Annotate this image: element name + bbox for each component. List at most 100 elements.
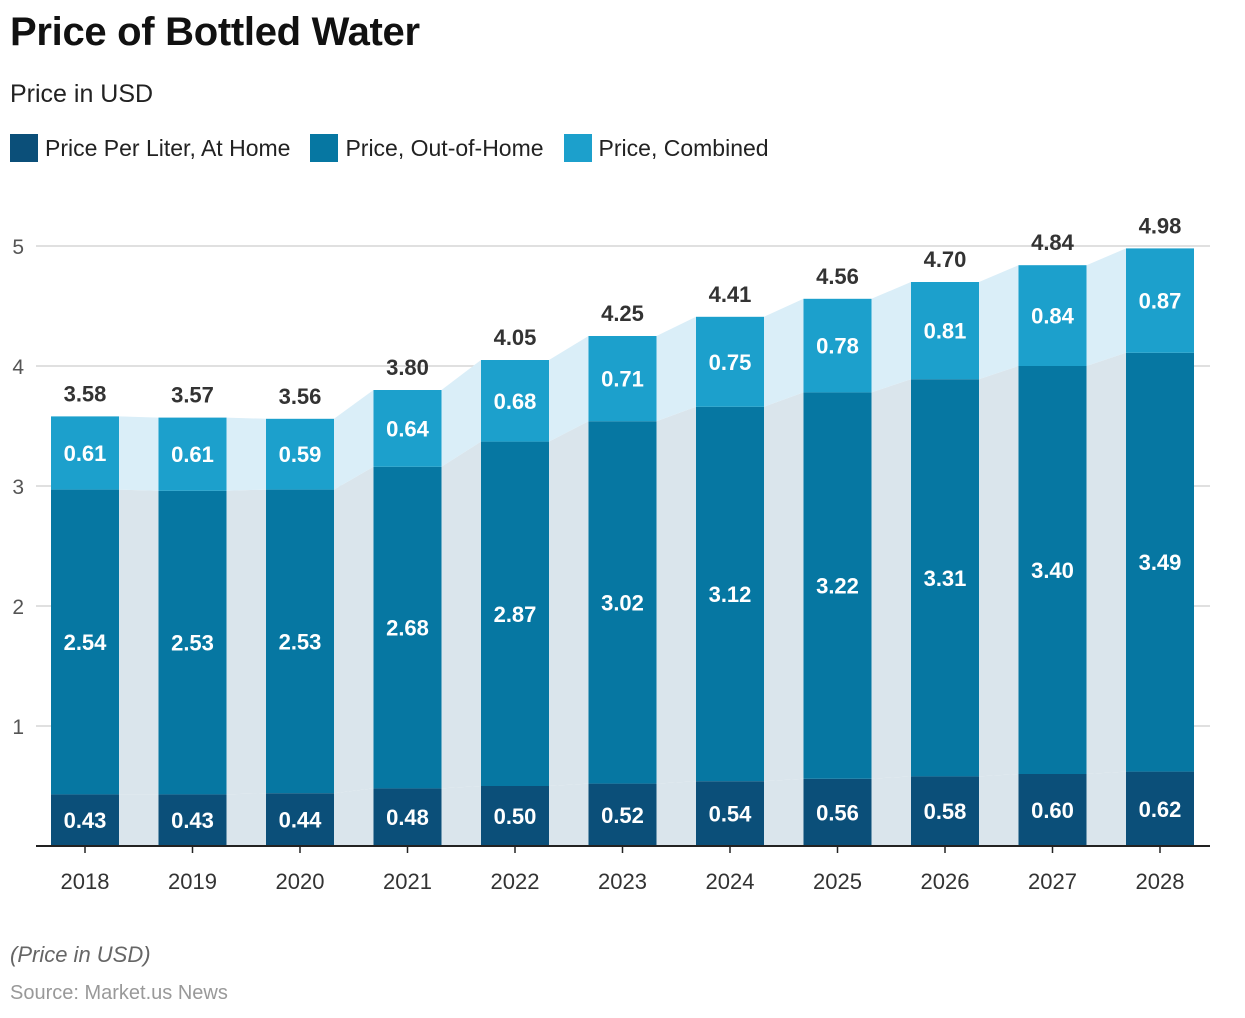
bar-segment [803, 778, 872, 846]
y-tick-label-2: 2 [12, 596, 24, 619]
data-label: 0.50 [494, 804, 537, 829]
data-label: 0.56 [816, 800, 859, 825]
connector-ribbon [656, 316, 696, 422]
legend-item-out-of-home: Price, Out-of-Home [310, 134, 544, 162]
legend-label-combined: Price, Combined [598, 134, 769, 161]
legend-label-at-home: Price Per Liter, At Home [45, 134, 291, 161]
data-label: 2.68 [386, 616, 429, 641]
bar-segment [51, 489, 119, 795]
bar-segment [1018, 366, 1087, 774]
connector-ribbon [549, 783, 589, 846]
connector-ribbon [764, 392, 804, 782]
bar-segment [373, 390, 442, 467]
total-label: 4.05 [494, 325, 537, 350]
data-label: 3.31 [924, 566, 967, 591]
bar-segment [266, 489, 334, 794]
connector-ribbon [656, 781, 696, 846]
y-tick-label-3: 3 [12, 476, 24, 499]
connector-ribbon [441, 786, 481, 846]
connector-ribbon [764, 778, 804, 846]
data-label: 0.43 [64, 808, 107, 833]
data-label: 0.52 [601, 803, 644, 828]
connector-ribbon [1086, 248, 1126, 366]
x-tick-label: 2024 [706, 869, 755, 894]
connector-ribbon [1086, 352, 1126, 774]
legend-item-combined: Price, Combined [563, 134, 769, 162]
legend-item-at-home: Price Per Liter, At Home [10, 134, 290, 162]
connector-ribbon [656, 406, 696, 784]
bar-segment [158, 490, 227, 795]
bar-segment [1126, 771, 1194, 846]
bar-segment [588, 336, 657, 422]
connector-ribbon [549, 336, 589, 442]
connector-ribbon [119, 794, 159, 846]
connector-ribbon [441, 360, 481, 467]
connector-ribbon [226, 489, 266, 795]
x-tick-label: 2019 [168, 869, 217, 894]
x-tick-label: 2020 [276, 869, 325, 894]
data-label: 2.54 [64, 630, 108, 655]
chart-subtitle: Price in USD [10, 80, 154, 108]
connector-ribbon [764, 298, 804, 407]
data-label: 0.59 [279, 442, 322, 467]
x-tick-label: 2028 [1136, 869, 1185, 894]
x-tick-label: 2022 [491, 869, 540, 894]
data-label: 0.58 [924, 799, 967, 824]
chart-footnote: (Price in USD) [10, 942, 151, 967]
legend-label-out-of-home: Price, Out-of-Home [345, 134, 544, 161]
data-label: 0.61 [171, 442, 214, 467]
data-label: 0.61 [64, 441, 107, 466]
legend-swatch-combined [563, 134, 592, 162]
connector-ribbon [334, 788, 374, 846]
connector-ribbon [226, 417, 266, 491]
bar-segment [481, 360, 549, 442]
bar-segment [588, 421, 657, 784]
data-label: 0.44 [279, 808, 323, 833]
chart-legend: Price Per Liter, At Home Price, Out-of-H… [10, 134, 769, 162]
connector-ribbon [871, 776, 911, 846]
connector-ribbon [334, 390, 374, 490]
data-label: 0.54 [709, 802, 753, 827]
y-tick-label-1: 1 [12, 716, 24, 739]
connector-ribbon [226, 793, 266, 846]
data-label: 0.78 [816, 334, 859, 359]
data-label: 0.60 [1031, 798, 1074, 823]
bar-segment [696, 781, 764, 846]
x-tick-label: 2026 [921, 869, 970, 894]
data-label: 0.81 [924, 319, 967, 344]
bar-segment [803, 392, 872, 779]
total-label: 3.57 [171, 383, 214, 408]
connector-ribbon [979, 366, 1019, 777]
x-tick-label: 2027 [1028, 869, 1077, 894]
total-label: 4.70 [924, 247, 967, 272]
connector-ribbon [119, 489, 159, 795]
bar-segment [911, 379, 979, 777]
x-tick-label: 2021 [383, 869, 432, 894]
bar-segment [1018, 774, 1087, 846]
data-label: 3.02 [601, 590, 644, 615]
bar-segment [1126, 248, 1194, 353]
bar-segment [51, 416, 119, 490]
data-label: 0.68 [494, 389, 537, 414]
total-label: 4.25 [601, 301, 644, 326]
data-label: 0.84 [1031, 304, 1075, 329]
bar-segment [911, 776, 979, 846]
total-label: 4.98 [1139, 213, 1182, 238]
bar-segment [51, 794, 119, 846]
connector-ribbon [334, 466, 374, 794]
data-label: 3.22 [816, 574, 859, 599]
bar-segment [588, 783, 657, 846]
x-tick-label: 2018 [61, 869, 110, 894]
data-label: 3.12 [709, 582, 752, 607]
data-label: 3.40 [1031, 558, 1074, 583]
y-tick-label-5: 5 [12, 236, 24, 259]
total-label: 4.41 [709, 282, 752, 307]
connector-ribbon [1086, 771, 1126, 846]
legend-swatch-at-home [10, 134, 38, 162]
bar-segment [803, 298, 872, 393]
connector-ribbon [871, 282, 911, 393]
bar-segment [696, 406, 764, 782]
bar-segment [266, 793, 334, 846]
bar-segment [158, 794, 227, 846]
y-tick-label-4: 4 [12, 356, 24, 379]
